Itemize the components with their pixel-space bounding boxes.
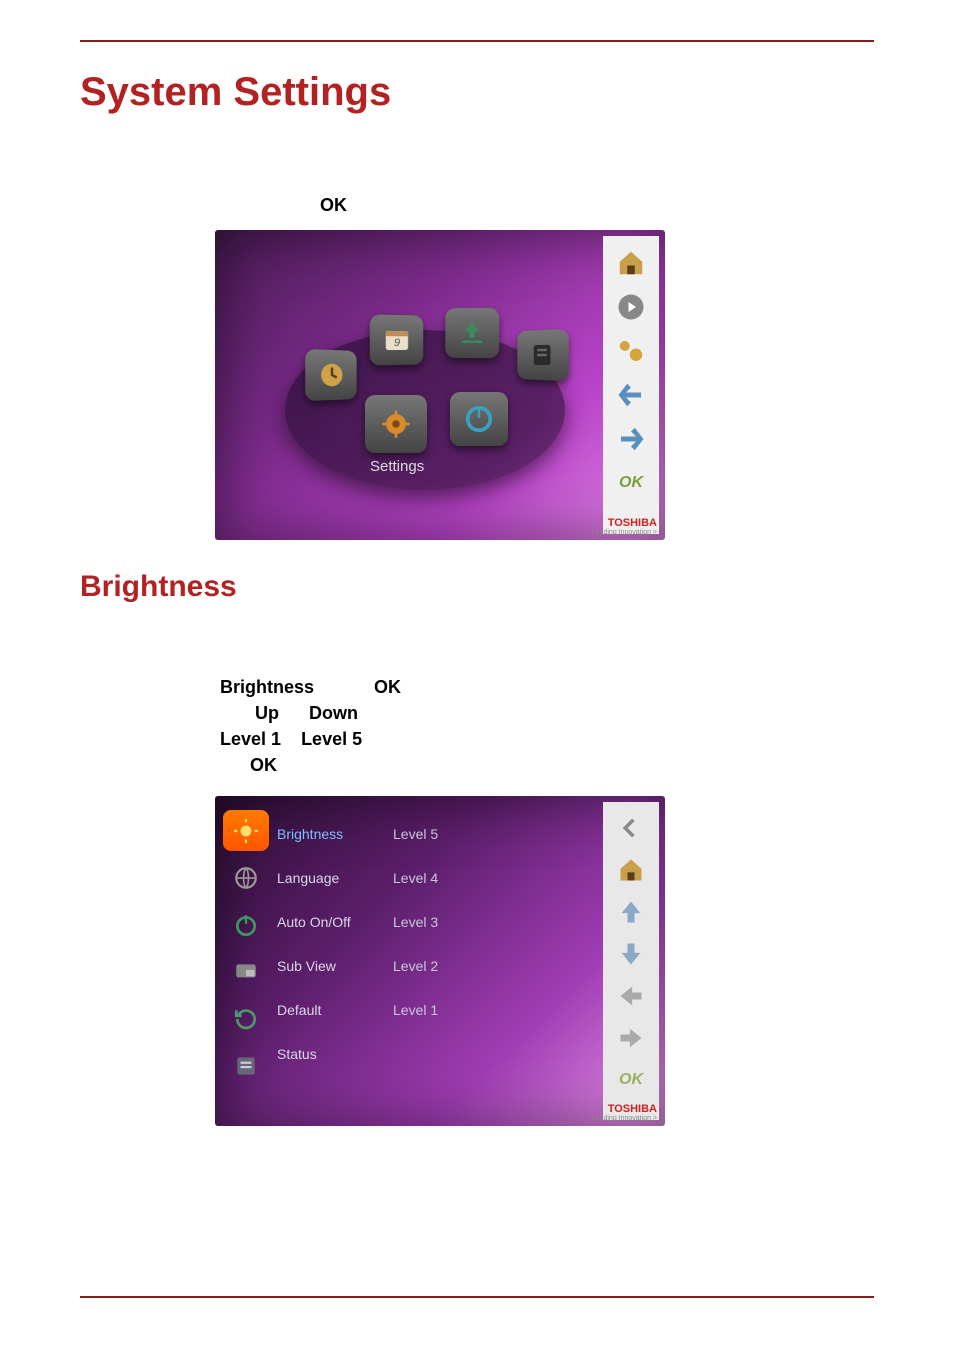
menu-value: Level 1 <box>393 1002 438 1018</box>
menu-label: Language <box>277 870 387 886</box>
brand-tagline: Leading Innovation > <box>592 529 657 536</box>
brand-text: TOSHIBA <box>608 1103 657 1115</box>
tile-memory[interactable] <box>517 329 568 381</box>
download-icon <box>457 318 487 348</box>
tile-download[interactable] <box>445 308 499 358</box>
slideshow-icon[interactable] <box>609 332 653 370</box>
power-icon <box>464 404 494 434</box>
home-icon[interactable] <box>609 244 653 282</box>
back-curve-icon[interactable] <box>609 810 653 846</box>
page-title: System Settings <box>80 70 874 115</box>
tile-clock[interactable] <box>305 349 356 401</box>
menu-label: Brightness <box>277 826 387 842</box>
up-arrow-icon[interactable] <box>609 894 653 930</box>
brand-text: TOSHIBA <box>608 517 657 529</box>
menu-row-subview[interactable]: Sub View Level 2 <box>277 944 438 988</box>
brand-logo: TOSHIBA Leading Innovation > <box>592 517 657 536</box>
play-icon[interactable] <box>609 288 653 326</box>
section-title-brightness: Brightness <box>80 570 874 604</box>
menu-label: Sub View <box>277 958 387 974</box>
menu-value: Level 3 <box>393 914 438 930</box>
tile-power[interactable] <box>450 392 508 446</box>
top-divider <box>80 40 874 42</box>
home-icon[interactable] <box>609 852 653 888</box>
ok-button[interactable]: OK <box>609 1062 653 1098</box>
menu-value: Level 2 <box>393 958 438 974</box>
language-icon[interactable] <box>223 857 269 898</box>
back-arrow-icon[interactable] <box>609 376 653 414</box>
menu-row-brightness[interactable]: Brightness Level 5 <box>277 812 438 856</box>
brand-tagline: Leading Innovation > <box>592 1115 657 1122</box>
menu-row-status[interactable]: Status <box>277 1032 438 1076</box>
tile-settings[interactable] <box>365 395 427 453</box>
subview-icon[interactable] <box>223 951 269 992</box>
brightness-screenshot: Brightness Level 5 Language Level 4 Auto… <box>215 796 665 1126</box>
menu-row-auto[interactable]: Auto On/Off Level 3 <box>277 900 438 944</box>
bottom-divider <box>80 1296 874 1298</box>
menu-label: Auto On/Off <box>277 914 387 930</box>
menu-row-default[interactable]: Default Level 1 <box>277 988 438 1032</box>
menu-label: Default <box>277 1002 387 1018</box>
menu-value: Level 5 <box>393 826 438 842</box>
power-icon[interactable] <box>223 904 269 945</box>
ok-label: OK <box>320 195 874 216</box>
right-arrow-icon[interactable] <box>609 1020 653 1056</box>
side-nav-icons-2: OK <box>603 802 659 1120</box>
menu-label: Status <box>277 1046 387 1062</box>
forward-arrow-icon[interactable] <box>609 420 653 458</box>
settings-left-icons <box>223 810 269 1086</box>
menu-row-language[interactable]: Language Level 4 <box>277 856 438 900</box>
default-icon[interactable] <box>223 998 269 1039</box>
ok-button[interactable]: OK <box>609 464 653 502</box>
settings-menu-list: Brightness Level 5 Language Level 4 Auto… <box>277 812 438 1076</box>
brand-logo: TOSHIBA Leading Innovation > <box>592 1103 657 1122</box>
gear-icon <box>381 409 411 439</box>
settings-caption: Settings <box>370 458 424 475</box>
status-icon[interactable] <box>223 1045 269 1086</box>
down-arrow-icon[interactable] <box>609 936 653 972</box>
svg-text:9: 9 <box>394 337 401 349</box>
side-nav-icons: OK <box>603 236 659 534</box>
settings-screenshot: 9 Settings OK TOSHIBA Leading Innovation… <box>215 230 665 540</box>
tile-calendar[interactable]: 9 <box>370 315 423 366</box>
menu-value: Level 4 <box>393 870 438 886</box>
memory-icon <box>528 340 557 371</box>
calendar-icon: 9 <box>382 325 412 355</box>
clock-icon <box>317 360 346 391</box>
brightness-text-block: Brightness OK Up Down Level 1 Level 5 OK <box>220 674 874 778</box>
brightness-icon[interactable] <box>223 810 269 851</box>
left-arrow-icon[interactable] <box>609 978 653 1014</box>
